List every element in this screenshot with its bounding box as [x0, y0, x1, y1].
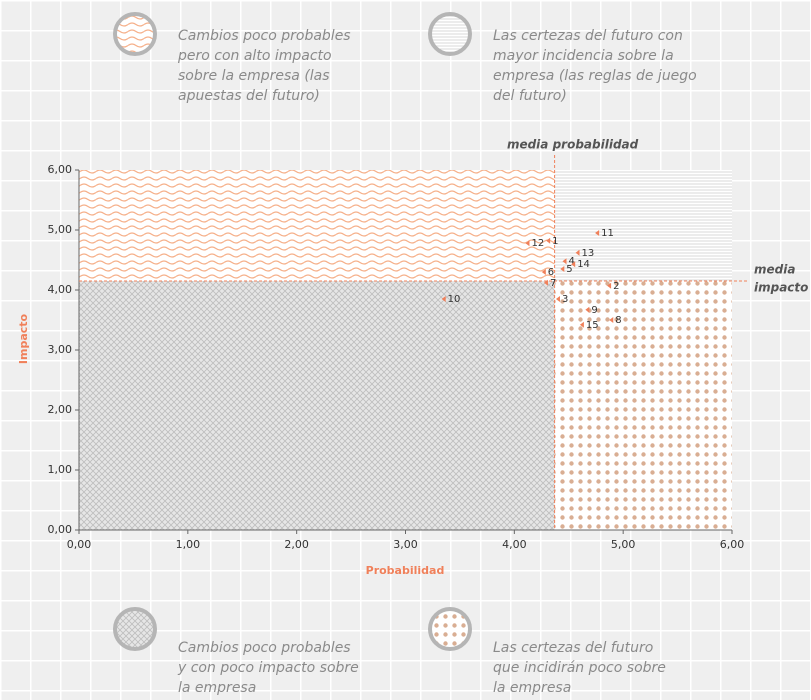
y-tick-label: 6,00 — [48, 163, 73, 176]
point-label: 11 — [601, 228, 614, 239]
y-tick-label: 2,00 — [48, 403, 73, 416]
quadrant — [554, 281, 732, 530]
point — [546, 237, 551, 244]
y-tick-label: 0,00 — [48, 523, 73, 536]
legend-text: la empresa — [178, 680, 256, 696]
legend-text: Cambios poco probables — [178, 640, 351, 656]
mean-label: impacto — [754, 281, 808, 295]
y-tick-label: 1,00 — [48, 463, 73, 476]
x-tick-label: 6,00 — [720, 538, 745, 551]
point-label: 12 — [531, 238, 544, 249]
x-tick-label: 1,00 — [176, 538, 201, 551]
point-label: 6 — [548, 267, 554, 278]
mean-label: media probabilidad — [507, 138, 639, 152]
point — [525, 240, 530, 247]
x-tick-label: 0,00 — [67, 538, 92, 551]
legend-text: que incidirán poco sobre — [493, 660, 666, 676]
point — [579, 321, 584, 328]
point-label: 4 — [568, 256, 574, 267]
point-label: 7 — [550, 278, 556, 289]
legend-text: sobre la empresa (las — [178, 68, 330, 84]
point — [562, 258, 567, 265]
legend-text: Cambios poco probables — [178, 28, 351, 44]
point — [595, 230, 600, 236]
point-label: 1 — [552, 236, 558, 247]
mean-label: media — [754, 263, 795, 277]
quadrant — [79, 281, 555, 530]
point — [607, 282, 612, 289]
legend-icon — [428, 12, 472, 56]
point — [571, 261, 576, 268]
point-label: 3 — [562, 294, 568, 305]
point-label: 15 — [586, 320, 599, 331]
legend-text: y con poco impacto sobre — [177, 660, 359, 676]
point-label: 8 — [615, 315, 621, 326]
point-label: 10 — [448, 294, 461, 305]
point — [609, 317, 614, 323]
quadrant — [79, 170, 555, 281]
legend-icon — [113, 607, 157, 651]
point-label: 5 — [566, 264, 572, 275]
point — [585, 306, 590, 313]
x-tick-label: 3,00 — [393, 538, 418, 551]
x-axis-label: Probabilidad — [366, 564, 445, 577]
point — [575, 249, 580, 256]
legend-text: apuestas del futuro) — [178, 88, 320, 104]
legend-text: del futuro) — [493, 88, 567, 104]
x-tick-label: 4,00 — [502, 538, 527, 551]
point-label: 14 — [577, 259, 590, 270]
point — [560, 266, 565, 272]
y-axis-label: Impacto — [17, 313, 30, 364]
y-tick-label: 4,00 — [48, 283, 73, 296]
legend-icon — [428, 607, 472, 651]
x-tick-label: 2,00 — [284, 538, 309, 551]
x-tick-label: 5,00 — [611, 538, 636, 551]
point — [543, 279, 548, 286]
legend-icon — [113, 12, 157, 56]
legend-text: la empresa — [493, 680, 571, 696]
point-label: 2 — [613, 281, 619, 292]
y-tick-label: 3,00 — [48, 343, 73, 356]
y-tick-label: 5,00 — [48, 223, 73, 236]
quadrant — [554, 170, 732, 281]
point-label: 13 — [582, 248, 595, 259]
legend-text: mayor incidencia sobre la — [493, 48, 674, 64]
point-label: 9 — [591, 305, 597, 316]
legend-text: Las certezas del futuro — [493, 640, 653, 656]
point — [441, 296, 446, 302]
legend-text: pero con alto impacto — [177, 48, 332, 64]
legend-text: empresa (las reglas de juego — [493, 68, 697, 84]
legend-text: Las certezas del futuro con — [493, 28, 683, 44]
point — [555, 296, 560, 302]
point — [541, 269, 546, 275]
